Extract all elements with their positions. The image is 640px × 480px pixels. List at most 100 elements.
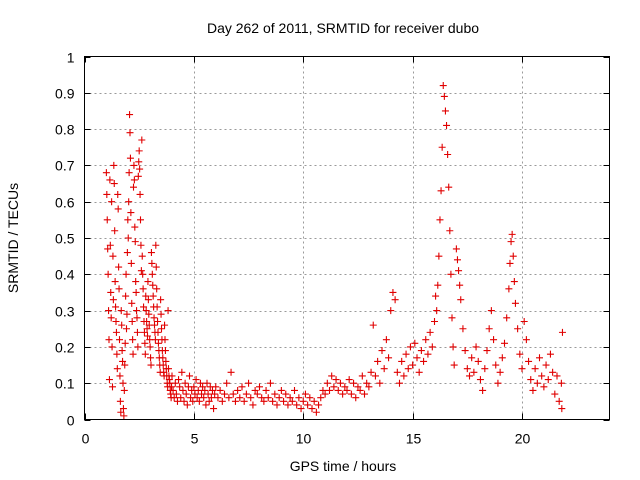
axis-ticks: 00.10.20.30.40.50.60.70.80.910 5 10 15 20 [55,50,610,447]
data-point [145,310,153,318]
data-point [310,397,318,405]
data-point [404,365,412,373]
data-point [176,383,184,391]
data-point [108,198,116,206]
y-tick-label: 0.5 [55,231,75,247]
data-point [406,343,414,351]
data-point [106,241,114,249]
data-point [445,183,453,191]
data-point [256,383,263,391]
data-point [104,270,112,278]
data-point [218,397,226,405]
data-point [157,296,165,304]
data-point [363,379,371,387]
data-point [186,372,193,380]
data-point [131,238,139,246]
data-point [463,365,471,373]
x-tick-label: 15 [406,431,422,447]
data-point [135,147,143,155]
data-point [306,394,314,402]
data-point [216,386,224,394]
data-point [164,307,172,315]
data-point [273,401,281,409]
data-point [165,365,172,373]
data-point [129,350,137,358]
data-point [553,372,561,380]
data-point [231,397,239,405]
data-point [112,317,120,325]
data-point [496,368,504,376]
data-point [105,376,113,384]
data-point [505,285,513,293]
data-point [476,376,484,384]
data-point [501,339,508,347]
data-point [118,321,126,329]
data-point [148,270,156,278]
y-tick-label: 0.2 [55,340,75,356]
data-point [332,376,340,384]
y-tick-label: 1 [67,50,75,66]
data-point [297,405,305,413]
data-point [137,216,144,224]
data-point [277,386,285,394]
data-point [148,259,156,267]
data-point [124,216,132,224]
data-point [122,292,130,300]
data-point [457,296,465,304]
data-point [439,82,447,90]
data-point [520,317,528,325]
data-point [443,121,451,129]
data-point [400,372,408,380]
data-point [266,379,274,387]
chart-title: Day 262 of 2011, SRMTID for receiver dub… [207,20,479,36]
data-point [126,154,134,162]
data-point [260,397,268,405]
data-point [144,278,152,286]
data-point [356,386,364,394]
data-point [367,368,375,376]
data-point [188,386,196,394]
data-point [150,314,158,322]
data-point [455,267,463,275]
data-point [422,336,430,344]
data-point [130,161,138,169]
data-point [117,307,125,315]
data-point [161,347,169,355]
data-point [105,336,113,344]
data-point [193,394,201,402]
data-point [114,190,122,198]
data-point [417,347,425,355]
data-point [365,383,373,391]
data-point [175,376,183,384]
data-point [172,390,180,398]
x-tick-label: 5 [191,431,199,447]
data-point [444,151,452,159]
data-point [321,390,329,398]
data-point [132,278,140,286]
data-point [123,249,131,257]
data-point [121,361,129,369]
data-point [182,390,190,398]
data-point [536,354,543,362]
data-points [102,82,566,420]
data-point [242,390,250,398]
data-point [529,386,537,394]
data-point [126,129,134,137]
y-tick-label: 0.4 [55,267,75,283]
data-point [275,394,283,402]
data-point [492,361,500,369]
data-point [229,390,237,398]
data-point [203,379,211,387]
data-point [459,325,467,333]
y-tick-label: 0.1 [55,376,75,392]
data-point [249,401,257,409]
data-point [171,379,179,387]
data-point [415,368,423,376]
data-point [120,412,128,420]
data-point [147,249,155,257]
data-point [236,394,244,402]
data-point [109,296,117,304]
data-point [146,343,154,351]
data-point [113,365,121,373]
